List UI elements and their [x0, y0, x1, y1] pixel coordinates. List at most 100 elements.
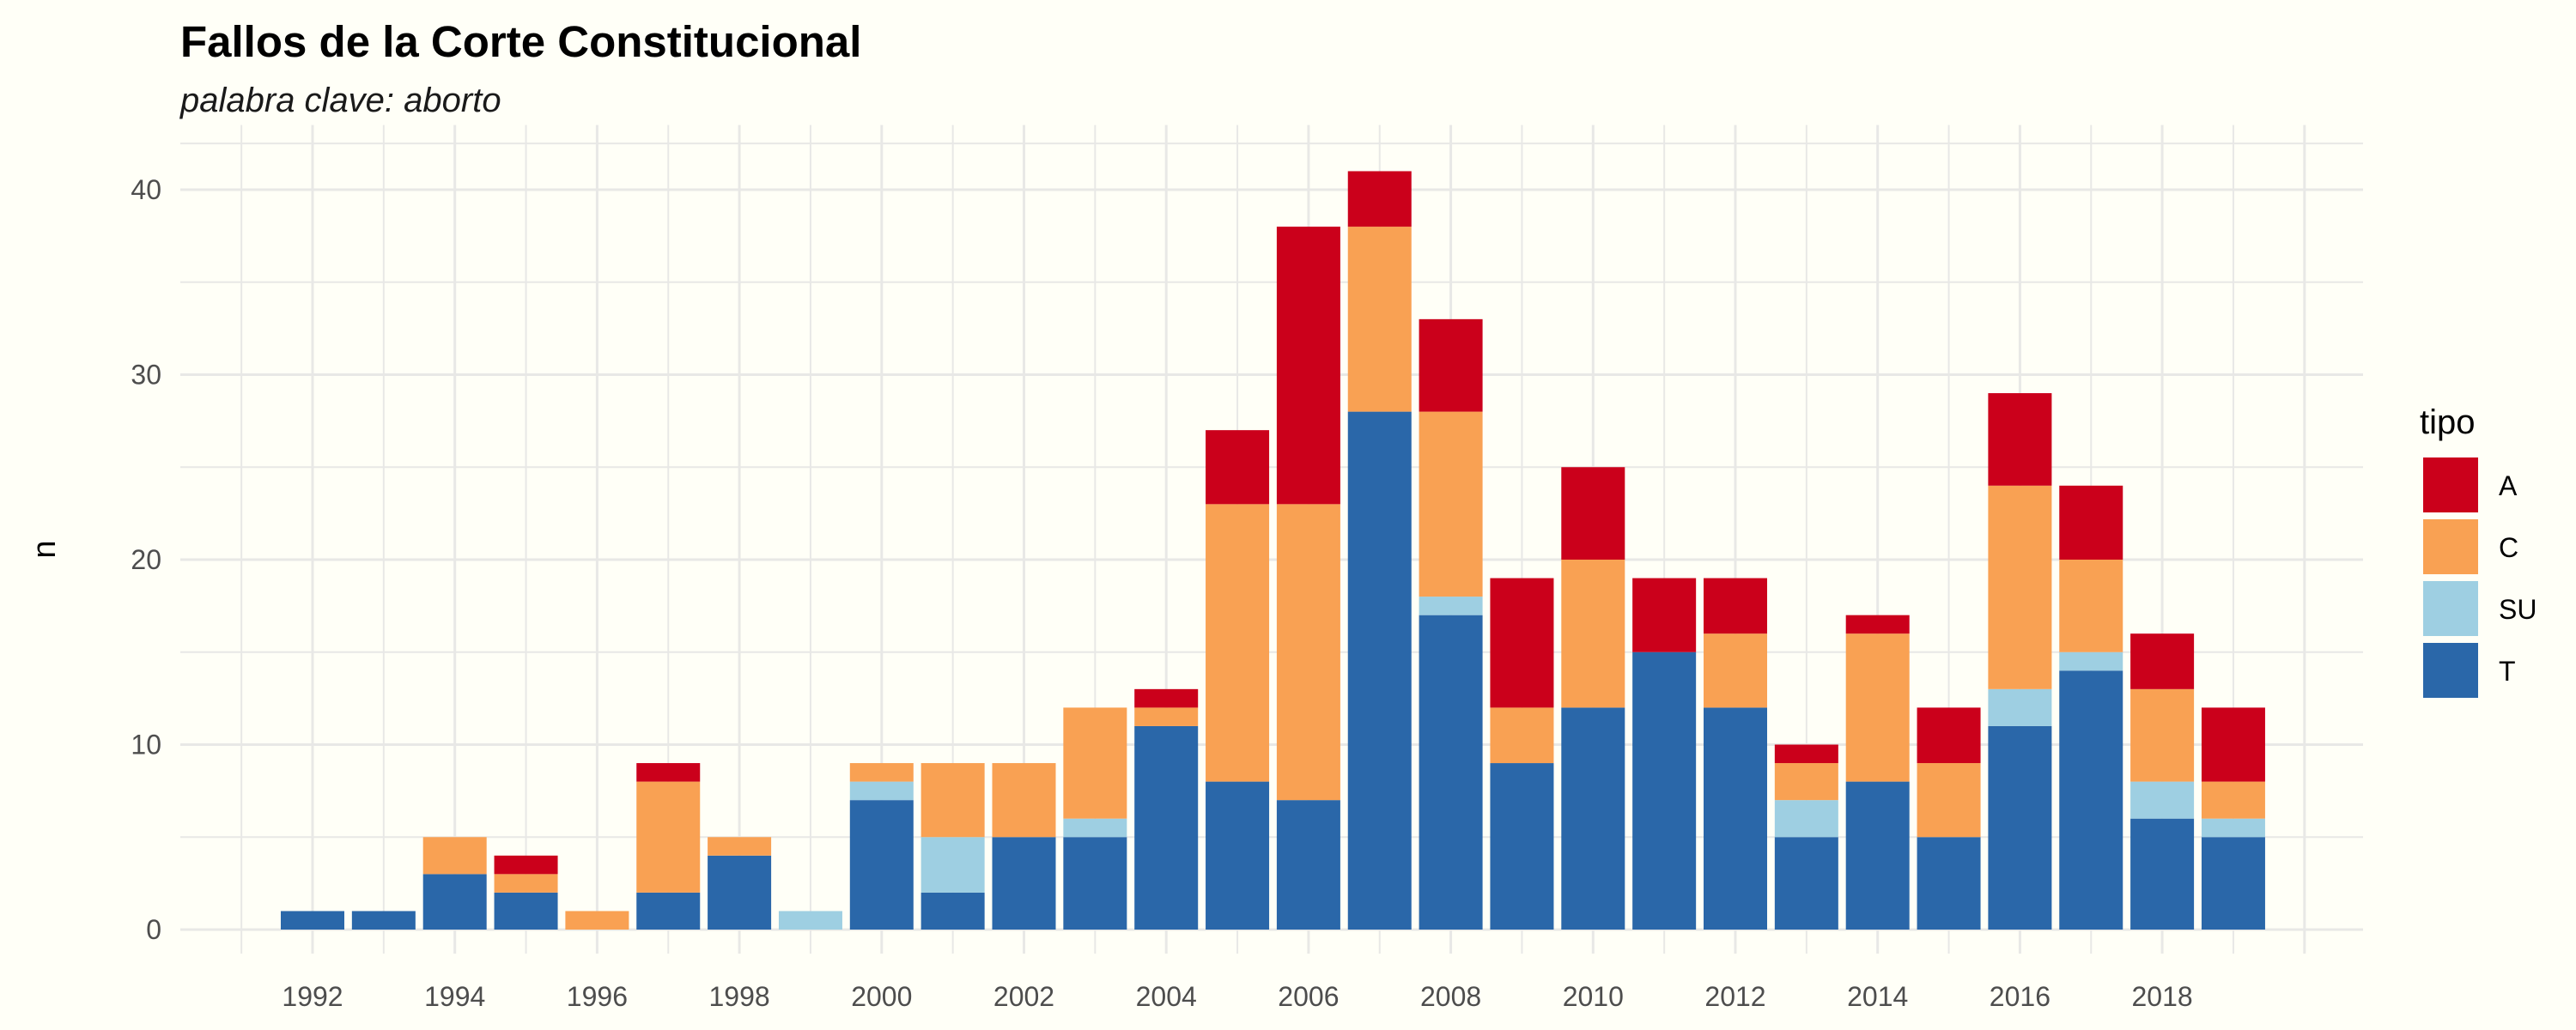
x-tick-label: 1996 — [567, 981, 628, 1012]
bar-a-2014 — [1845, 615, 1910, 634]
bar-t-2017 — [2059, 670, 2123, 930]
bar-t-1998 — [708, 855, 772, 930]
bar-su-2001 — [920, 837, 985, 893]
chart-subtitle: palabra clave: aborto — [179, 82, 501, 119]
legend-key-c — [2423, 519, 2478, 574]
legend-label-a: A — [2499, 470, 2518, 501]
y-tick-label: 40 — [131, 174, 161, 205]
bar-c-2010 — [1561, 560, 1625, 708]
bar-a-2011 — [1632, 578, 1697, 652]
bar-c-2012 — [1704, 633, 1767, 708]
bar-t-2010 — [1561, 707, 1625, 930]
bar-t-1995 — [494, 892, 558, 930]
bar-c-2005 — [1206, 504, 1270, 782]
bar-su-2019 — [2201, 818, 2265, 838]
legend-key-a — [2423, 457, 2478, 512]
bar-su-2000 — [849, 781, 914, 801]
bar-t-2015 — [1917, 837, 1981, 930]
legend-key-t — [2423, 643, 2478, 698]
bars — [281, 171, 2265, 930]
bar-c-2016 — [1988, 485, 2052, 689]
bar-t-2001 — [920, 892, 985, 930]
bar-c-2000 — [849, 763, 914, 782]
bar-c-2015 — [1917, 763, 1981, 838]
bar-t-2016 — [1988, 725, 2052, 930]
y-tick-label: 20 — [131, 544, 161, 575]
bar-a-2006 — [1276, 227, 1340, 505]
legend-label-t: T — [2499, 656, 2516, 687]
x-tick-label: 2010 — [1563, 981, 1624, 1012]
bar-su-2008 — [1419, 597, 1483, 615]
bar-t-2019 — [2201, 837, 2265, 930]
bar-c-2001 — [920, 763, 985, 838]
bar-su-2016 — [1988, 688, 2052, 726]
bar-su-2003 — [1063, 818, 1127, 838]
bar-su-2013 — [1774, 800, 1838, 838]
bar-a-2010 — [1561, 467, 1625, 560]
x-tick-label: 2008 — [1420, 981, 1481, 1012]
bar-t-2011 — [1632, 651, 1697, 930]
bar-t-2007 — [1347, 411, 1412, 930]
y-tick-label: 30 — [131, 360, 161, 391]
x-tick-label: 2014 — [1847, 981, 1908, 1012]
bar-c-2019 — [2201, 781, 2265, 819]
y-axis-title: n — [27, 540, 63, 558]
y-tick-label: 0 — [146, 914, 161, 945]
bar-c-2013 — [1774, 763, 1838, 801]
bar-a-2013 — [1774, 744, 1838, 764]
y-tick-label: 10 — [131, 730, 161, 760]
x-tick-label: 1992 — [282, 981, 343, 1012]
bar-t-1993 — [351, 911, 416, 930]
x-tick-label: 1994 — [424, 981, 485, 1012]
bar-a-1995 — [494, 855, 558, 875]
bar-t-2003 — [1063, 837, 1127, 930]
bar-c-2003 — [1063, 707, 1127, 819]
x-tick-label: 2012 — [1704, 981, 1765, 1012]
x-tick-label: 2006 — [1278, 981, 1339, 1012]
bar-t-2006 — [1276, 800, 1340, 930]
x-tick-label: 1998 — [709, 981, 770, 1012]
x-tick-label: 2002 — [993, 981, 1054, 1012]
bar-c-2014 — [1845, 633, 1910, 782]
bar-a-2009 — [1490, 578, 1554, 708]
bar-su-2018 — [2130, 781, 2195, 819]
bar-t-2008 — [1419, 615, 1483, 930]
bar-c-1994 — [422, 837, 487, 875]
bar-t-2009 — [1490, 763, 1554, 930]
x-tick-label: 2004 — [1136, 981, 1197, 1012]
legend: tipo AC SU T — [2420, 403, 2537, 698]
legend-key-su — [2423, 581, 2478, 636]
bar-t-2018 — [2130, 818, 2195, 930]
legend-title: tipo — [2420, 403, 2476, 441]
bar-t-2013 — [1774, 837, 1838, 930]
bar-c-2007 — [1347, 227, 1412, 412]
bar-a-2017 — [2059, 485, 2123, 560]
x-tick-label: 2018 — [2132, 981, 2193, 1012]
bar-su-2017 — [2059, 651, 2123, 671]
bar-a-2016 — [1988, 393, 2052, 486]
chart-title: Fallos de la Corte Constitucional — [180, 17, 861, 66]
x-tick-label: 2000 — [851, 981, 912, 1012]
bar-c-2018 — [2130, 688, 2195, 782]
bar-a-2008 — [1419, 318, 1483, 412]
bar-c-1997 — [636, 781, 701, 893]
bar-a-1997 — [636, 763, 701, 782]
tick-labels: 0 10 20 30 40 1992 1994 1996 1998 2000 2002 2004 200… — [131, 174, 2192, 1012]
legend-label-su: SU — [2499, 594, 2537, 625]
bar-c-2006 — [1276, 504, 1340, 801]
bar-t-2005 — [1206, 781, 1270, 930]
bar-c-2002 — [992, 763, 1056, 838]
legend-label-c: C — [2499, 532, 2518, 563]
bar-c-1995 — [494, 874, 558, 893]
bar-su-1999 — [778, 911, 842, 930]
bar-t-2012 — [1704, 707, 1767, 930]
bar-t-2004 — [1134, 725, 1199, 930]
bar-a-2019 — [2201, 707, 2265, 782]
bar-a-2004 — [1134, 688, 1199, 708]
bar-t-1992 — [281, 911, 344, 930]
bar-t-1994 — [422, 874, 487, 930]
bar-c-2008 — [1419, 411, 1483, 597]
bar-a-2007 — [1347, 171, 1412, 227]
bar-c-2009 — [1490, 707, 1554, 764]
